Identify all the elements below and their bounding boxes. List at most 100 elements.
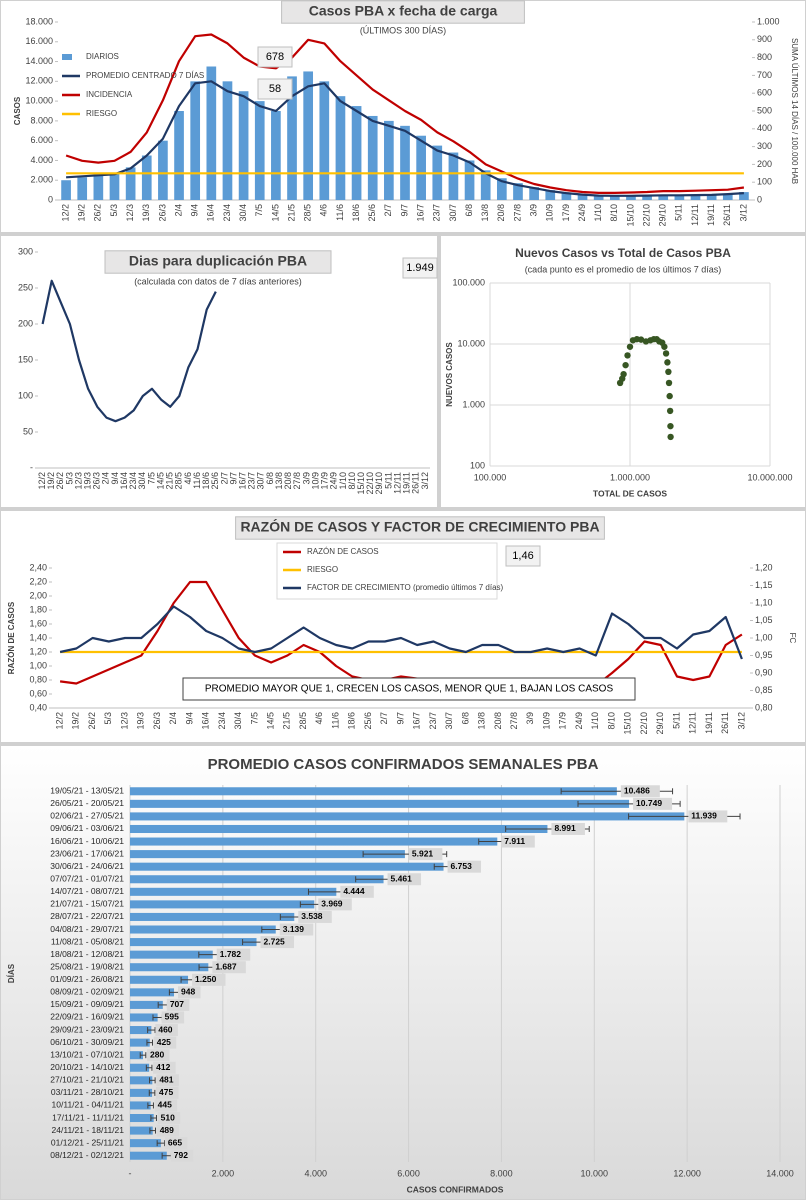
x-tick-label: 1/10: [590, 712, 600, 730]
x-tick-label: 10/9: [310, 472, 320, 490]
x-tick-label: 23/7: [428, 712, 438, 730]
y-tick-label: 08/12/21 - 02/12/21: [50, 1150, 124, 1160]
x-tick-label: 26/11: [722, 204, 732, 226]
y2-tick-label: 700: [757, 70, 772, 80]
value-label: 5.461: [391, 874, 413, 884]
y-tick-label: 1,00: [29, 660, 47, 670]
x-tick-label: 26/2: [87, 712, 97, 730]
x-axis-label: TOTAL DE CASOS: [593, 488, 667, 498]
value-label: 445: [158, 1100, 172, 1110]
x-tick-label: 10/9: [545, 204, 555, 222]
value-label-box: [318, 898, 352, 911]
x-tick-label: 21/5: [286, 204, 296, 222]
bar: [642, 195, 652, 200]
point: [626, 343, 634, 350]
x-tick-label: 3/12: [420, 472, 430, 490]
value-label: 510: [161, 1112, 175, 1122]
legend-label: INCIDENCIA: [86, 90, 133, 99]
y-tick-label: 07/07/21 - 01/07/21: [50, 874, 124, 884]
point: [667, 433, 674, 441]
y-tick-label: 22/09/21 - 16/09/21: [50, 1012, 124, 1022]
x-tick-label: 18/6: [201, 472, 211, 490]
chart-title: Dias para duplicación PBA: [129, 253, 307, 269]
point: [637, 336, 645, 343]
y-tick-label: 27/10/21 - 21/10/21: [50, 1075, 124, 1085]
x-tick-label: 26/3: [152, 712, 162, 730]
x-tick-label: 5/11: [383, 472, 393, 489]
x-tick-label: 100.000: [474, 472, 507, 482]
note-box: [182, 677, 636, 701]
y-axis-label: DÍAS: [7, 963, 16, 983]
x-tick-label: 9/7: [399, 204, 409, 217]
x-tick-label: 6/8: [464, 204, 474, 217]
y-tick-label: 14.000: [25, 56, 53, 66]
chart-subtitle: (cada punto es el promedio de los último…: [525, 264, 722, 274]
annotation: 678: [266, 51, 284, 63]
y-tick-label: 6.000: [30, 135, 53, 145]
y-tick-label: 16.000: [25, 36, 53, 46]
x-tick-label: 12/3: [73, 472, 83, 490]
x-tick-label: 12/2: [54, 712, 64, 730]
x-tick-label: 19/11: [402, 472, 412, 494]
title-box: [281, 0, 525, 24]
value-label-box: [161, 1011, 185, 1024]
bar: [130, 1063, 150, 1072]
y-axis-label: CASOS: [13, 96, 22, 125]
value-label: 10.749: [636, 798, 662, 808]
y2-tick-label: 1.000: [757, 16, 780, 26]
x-tick-label: 17/9: [561, 204, 571, 222]
y-tick-label: 1.000: [462, 399, 485, 409]
bar: [561, 192, 572, 200]
value-label: 460: [158, 1024, 172, 1034]
x-tick-label: 1/10: [338, 472, 348, 490]
line: [65, 33, 745, 194]
x-tick-label: 24/9: [577, 204, 587, 222]
y-tick-label: 200: [18, 318, 33, 328]
value-label: 5.921: [412, 848, 434, 858]
y-tick-label: 17/11/21 - 11/11/21: [52, 1112, 124, 1122]
x-tick-label: 12/11: [690, 204, 700, 226]
x-tick-label: -: [129, 1168, 132, 1178]
value-label: 1.782: [220, 949, 242, 959]
line: [59, 580, 743, 696]
legend-label: RIESGO: [307, 565, 338, 574]
point: [622, 361, 629, 369]
y2-axis-label: FC: [788, 633, 797, 644]
x-tick-label: 14.000: [766, 1168, 794, 1178]
x-tick-label: 30/4: [238, 204, 248, 222]
value-label-box: [166, 998, 190, 1011]
y-tick-label: 0,40: [29, 702, 47, 712]
bar: [130, 950, 213, 959]
bar: [158, 140, 168, 200]
x-tick-label: 2/4: [101, 472, 111, 485]
y-tick-label: 04/08/21 - 29/07/21: [50, 924, 124, 934]
value-label: 1.687: [215, 961, 237, 971]
value-label: 665: [168, 1137, 182, 1147]
y-tick-label: 28/07/21 - 22/07/21: [50, 911, 124, 921]
x-tick-label: 23/7: [247, 472, 257, 490]
x-tick-label: 8/10: [609, 204, 619, 222]
point: [665, 368, 672, 376]
point: [666, 407, 674, 415]
bar: [130, 1113, 154, 1123]
value-label-box: [157, 1112, 181, 1125]
y-tick-label: 29/09/21 - 23/09/21: [50, 1024, 124, 1034]
x-tick-label: 10/9: [541, 712, 551, 730]
y-tick-label: 26/05/21 - 20/05/21: [50, 798, 124, 808]
bar: [130, 1088, 153, 1097]
bar: [271, 111, 281, 200]
bar: [130, 1026, 152, 1035]
x-tick-label: 30/4: [137, 472, 147, 490]
bar: [722, 193, 733, 200]
bar: [400, 125, 410, 200]
x-tick-label: 26/3: [157, 204, 167, 222]
title-box: [235, 516, 605, 540]
x-tick-label: 22/10: [641, 204, 651, 227]
point: [667, 422, 674, 430]
y2-tick-label: 500: [757, 105, 772, 115]
x-tick-label: 10.000: [581, 1168, 609, 1178]
annotation-box: [402, 257, 438, 279]
y-tick-label: 23/06/21 - 17/06/21: [50, 848, 124, 858]
x-tick-label: 8.000: [490, 1168, 513, 1178]
bar: [130, 1151, 167, 1160]
